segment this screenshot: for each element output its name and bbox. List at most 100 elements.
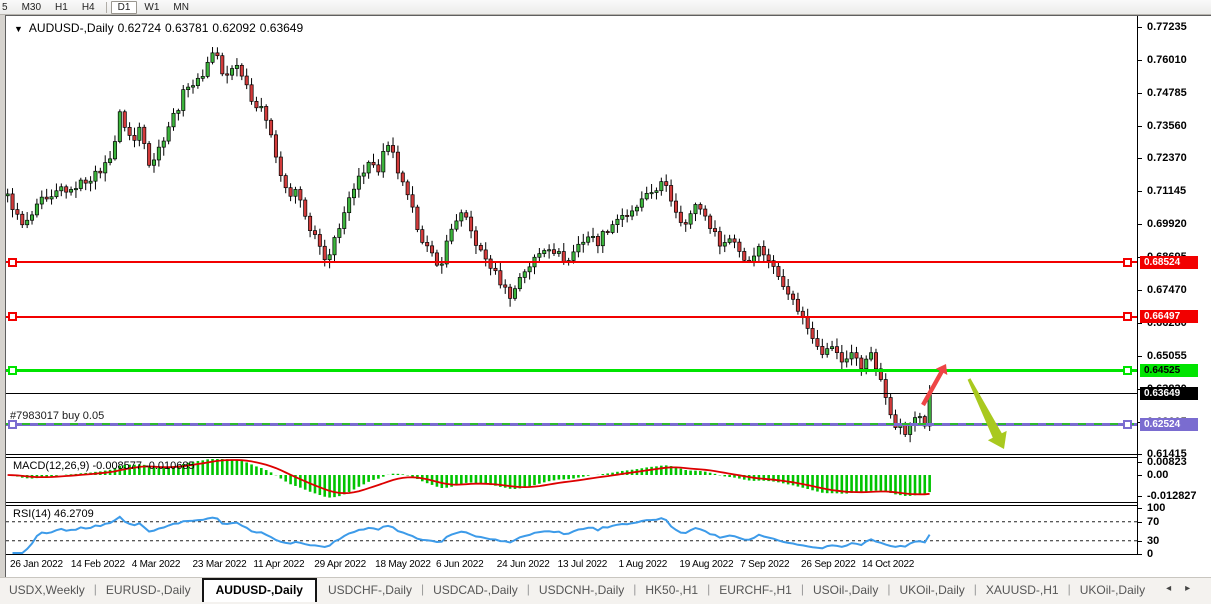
date-axis-label: 24 Jun 2022 bbox=[496, 559, 550, 570]
price-tick-label: 0.65055 bbox=[1147, 349, 1187, 362]
support-line-green-price-label: 0.64525 bbox=[1140, 363, 1198, 377]
symbol-dropdown-icon[interactable]: ▼ bbox=[14, 24, 23, 34]
price-tick-mark bbox=[1137, 26, 1142, 28]
open-position-line-price-label: 0.62524 bbox=[1140, 417, 1198, 431]
toolbar-separator bbox=[105, 1, 107, 13]
resistance-line-1[interactable] bbox=[6, 261, 1137, 264]
date-axis-label: 14 Oct 2022 bbox=[861, 559, 915, 570]
tab-hk50-h1[interactable]: HK50-,H1 bbox=[645, 583, 699, 597]
price-tick-mark bbox=[1137, 355, 1142, 357]
timeframe-button-w1[interactable]: W1 bbox=[144, 1, 160, 13]
panel-divider bbox=[6, 505, 1137, 506]
ohlc-high: 0.63781 bbox=[165, 21, 209, 35]
macd-panel[interactable] bbox=[6, 458, 1137, 502]
price-tick-mark bbox=[1137, 290, 1142, 292]
price-tick-mark bbox=[1137, 59, 1142, 61]
resistance-line-2-handle[interactable] bbox=[1123, 312, 1132, 322]
price-tick-label: 0.73560 bbox=[1147, 120, 1187, 133]
macd-name: MACD(12,26,9) bbox=[13, 460, 90, 472]
price-tick-label: 0.71145 bbox=[1147, 185, 1187, 198]
tab-separator: | bbox=[93, 582, 97, 596]
tab-ukoil-daily[interactable]: UKOil-,Daily bbox=[1079, 583, 1146, 597]
resistance-line-1-handle[interactable] bbox=[8, 257, 17, 267]
resistance-line-2-price-label: 0.66497 bbox=[1140, 310, 1198, 324]
timeframe-toolbar: 5 M30 H1 H4 D1 W1 MN bbox=[0, 0, 1211, 15]
tab-usdchf-daily[interactable]: USDCHF-,Daily bbox=[327, 583, 412, 597]
price-tick-mark bbox=[1137, 224, 1142, 226]
rsi-panel[interactable] bbox=[6, 506, 1137, 554]
tab-ukoil-daily[interactable]: UKOil-,Daily bbox=[899, 583, 965, 597]
support-line-green-handle[interactable] bbox=[1123, 365, 1132, 375]
support-line-green-handle[interactable] bbox=[8, 365, 17, 375]
price-tick-mark bbox=[1137, 158, 1142, 160]
timeframe-button-5[interactable]: 5 bbox=[2, 1, 8, 13]
tab-eurchf-h1[interactable]: EURCHF-,H1 bbox=[719, 583, 792, 597]
price-tick-mark bbox=[1137, 257, 1142, 259]
chart-window: ▼ AUDUSD-,Daily 0.62724 0.63781 0.62092 0.636… bbox=[5, 15, 1211, 603]
macd-tick-label: 0.00823 bbox=[1147, 455, 1187, 468]
price-tick-label: 0.61415 bbox=[1147, 447, 1187, 460]
ohlc-close: 0.63649 bbox=[259, 21, 304, 35]
timeframe-button-mn[interactable]: MN bbox=[173, 1, 189, 13]
rsi-tick-label: 0 bbox=[1147, 548, 1154, 560]
timeframe-button-m30[interactable]: M30 bbox=[21, 1, 42, 13]
rsi-tick-label: 70 bbox=[1147, 515, 1160, 528]
tab-separator: | bbox=[633, 582, 637, 596]
price-tick-mark bbox=[1137, 421, 1142, 423]
rsi-tick-mark bbox=[1137, 540, 1142, 542]
candlestick-chart-canvas[interactable] bbox=[6, 17, 1137, 454]
tab-audusd-daily[interactable]: AUDUSD-,Daily bbox=[201, 578, 317, 602]
bid-price-line[interactable] bbox=[6, 393, 1137, 395]
tab-xauusd-h1[interactable]: XAUUSD-,H1 bbox=[985, 583, 1059, 597]
open-position-line[interactable] bbox=[6, 422, 1137, 426]
macd-tick-label: 0.00 bbox=[1147, 469, 1169, 481]
timeframe-button-d1[interactable]: D1 bbox=[110, 0, 138, 14]
date-axis-label: 18 May 2022 bbox=[375, 559, 431, 570]
price-tick-mark bbox=[1137, 191, 1142, 193]
price-tick-mark bbox=[1137, 453, 1142, 455]
timeframe-button-h4[interactable]: H4 bbox=[81, 1, 95, 13]
resistance-line-1-handle[interactable] bbox=[1123, 257, 1132, 267]
tab-scroll-arrows[interactable]: ◂▸ bbox=[1166, 583, 1205, 594]
symbol-name: AUDUSD-,Daily bbox=[28, 21, 114, 35]
ohlc-open: 0.62724 bbox=[117, 21, 161, 35]
tab-usdx-weekly[interactable]: USDX,Weekly bbox=[9, 583, 85, 597]
macd-tick-mark bbox=[1137, 461, 1142, 463]
date-axis-label: 13 Jul 2022 bbox=[557, 559, 608, 570]
bid-price-line-price-label: 0.63649 bbox=[1140, 387, 1198, 401]
timeframe-button-h1[interactable]: H1 bbox=[55, 1, 68, 13]
tab-usdcnh-daily[interactable]: USDCNH-,Daily bbox=[538, 583, 625, 597]
open-position-line-handle[interactable] bbox=[1123, 419, 1132, 429]
tab-usdcad-daily[interactable]: USDCAD-,Daily bbox=[433, 583, 518, 597]
rsi-tick-mark bbox=[1137, 554, 1142, 555]
date-axis-label: 7 Sep 2022 bbox=[740, 559, 790, 570]
symbol-tab-bar: USDX,Weekly | EURUSD-,Daily AUDUSD-,Daily US… bbox=[0, 577, 1211, 604]
tab-separator: | bbox=[973, 582, 977, 596]
rsi-tick-mark bbox=[1137, 507, 1142, 509]
resistance-line-2[interactable] bbox=[6, 315, 1137, 318]
price-tick-label: 0.76010 bbox=[1147, 53, 1187, 66]
support-line-green[interactable] bbox=[6, 368, 1137, 372]
tab-usoil-daily[interactable]: USOil-,Daily bbox=[812, 583, 879, 597]
tab-separator: | bbox=[1067, 582, 1071, 596]
tab-eurusd-daily[interactable]: EURUSD-,Daily bbox=[105, 583, 191, 597]
date-axis-label: 4 Mar 2022 bbox=[131, 559, 181, 570]
tab-separator: | bbox=[420, 582, 425, 596]
open-position-label: #7983017 buy 0.05 bbox=[10, 410, 105, 423]
resistance-line-2-handle[interactable] bbox=[8, 312, 17, 322]
open-position-line-handle[interactable] bbox=[8, 419, 17, 429]
price-tick-mark bbox=[1137, 388, 1142, 390]
ohlc-low: 0.62092 bbox=[212, 21, 256, 35]
date-axis-label: 23 Mar 2022 bbox=[192, 559, 247, 570]
rsi-tick-label: 100 bbox=[1147, 501, 1166, 514]
price-axis-line bbox=[1137, 16, 1138, 554]
macd-tick-mark bbox=[1137, 495, 1142, 497]
panel-divider bbox=[6, 554, 1137, 555]
price-tick-mark bbox=[1137, 126, 1142, 128]
panel-divider bbox=[6, 454, 1137, 455]
drawn-arrows-layer[interactable] bbox=[6, 17, 1137, 454]
price-tick-label: 0.74785 bbox=[1147, 86, 1187, 99]
price-tick-mark bbox=[1137, 92, 1142, 94]
price-tick-mark bbox=[1137, 322, 1142, 324]
